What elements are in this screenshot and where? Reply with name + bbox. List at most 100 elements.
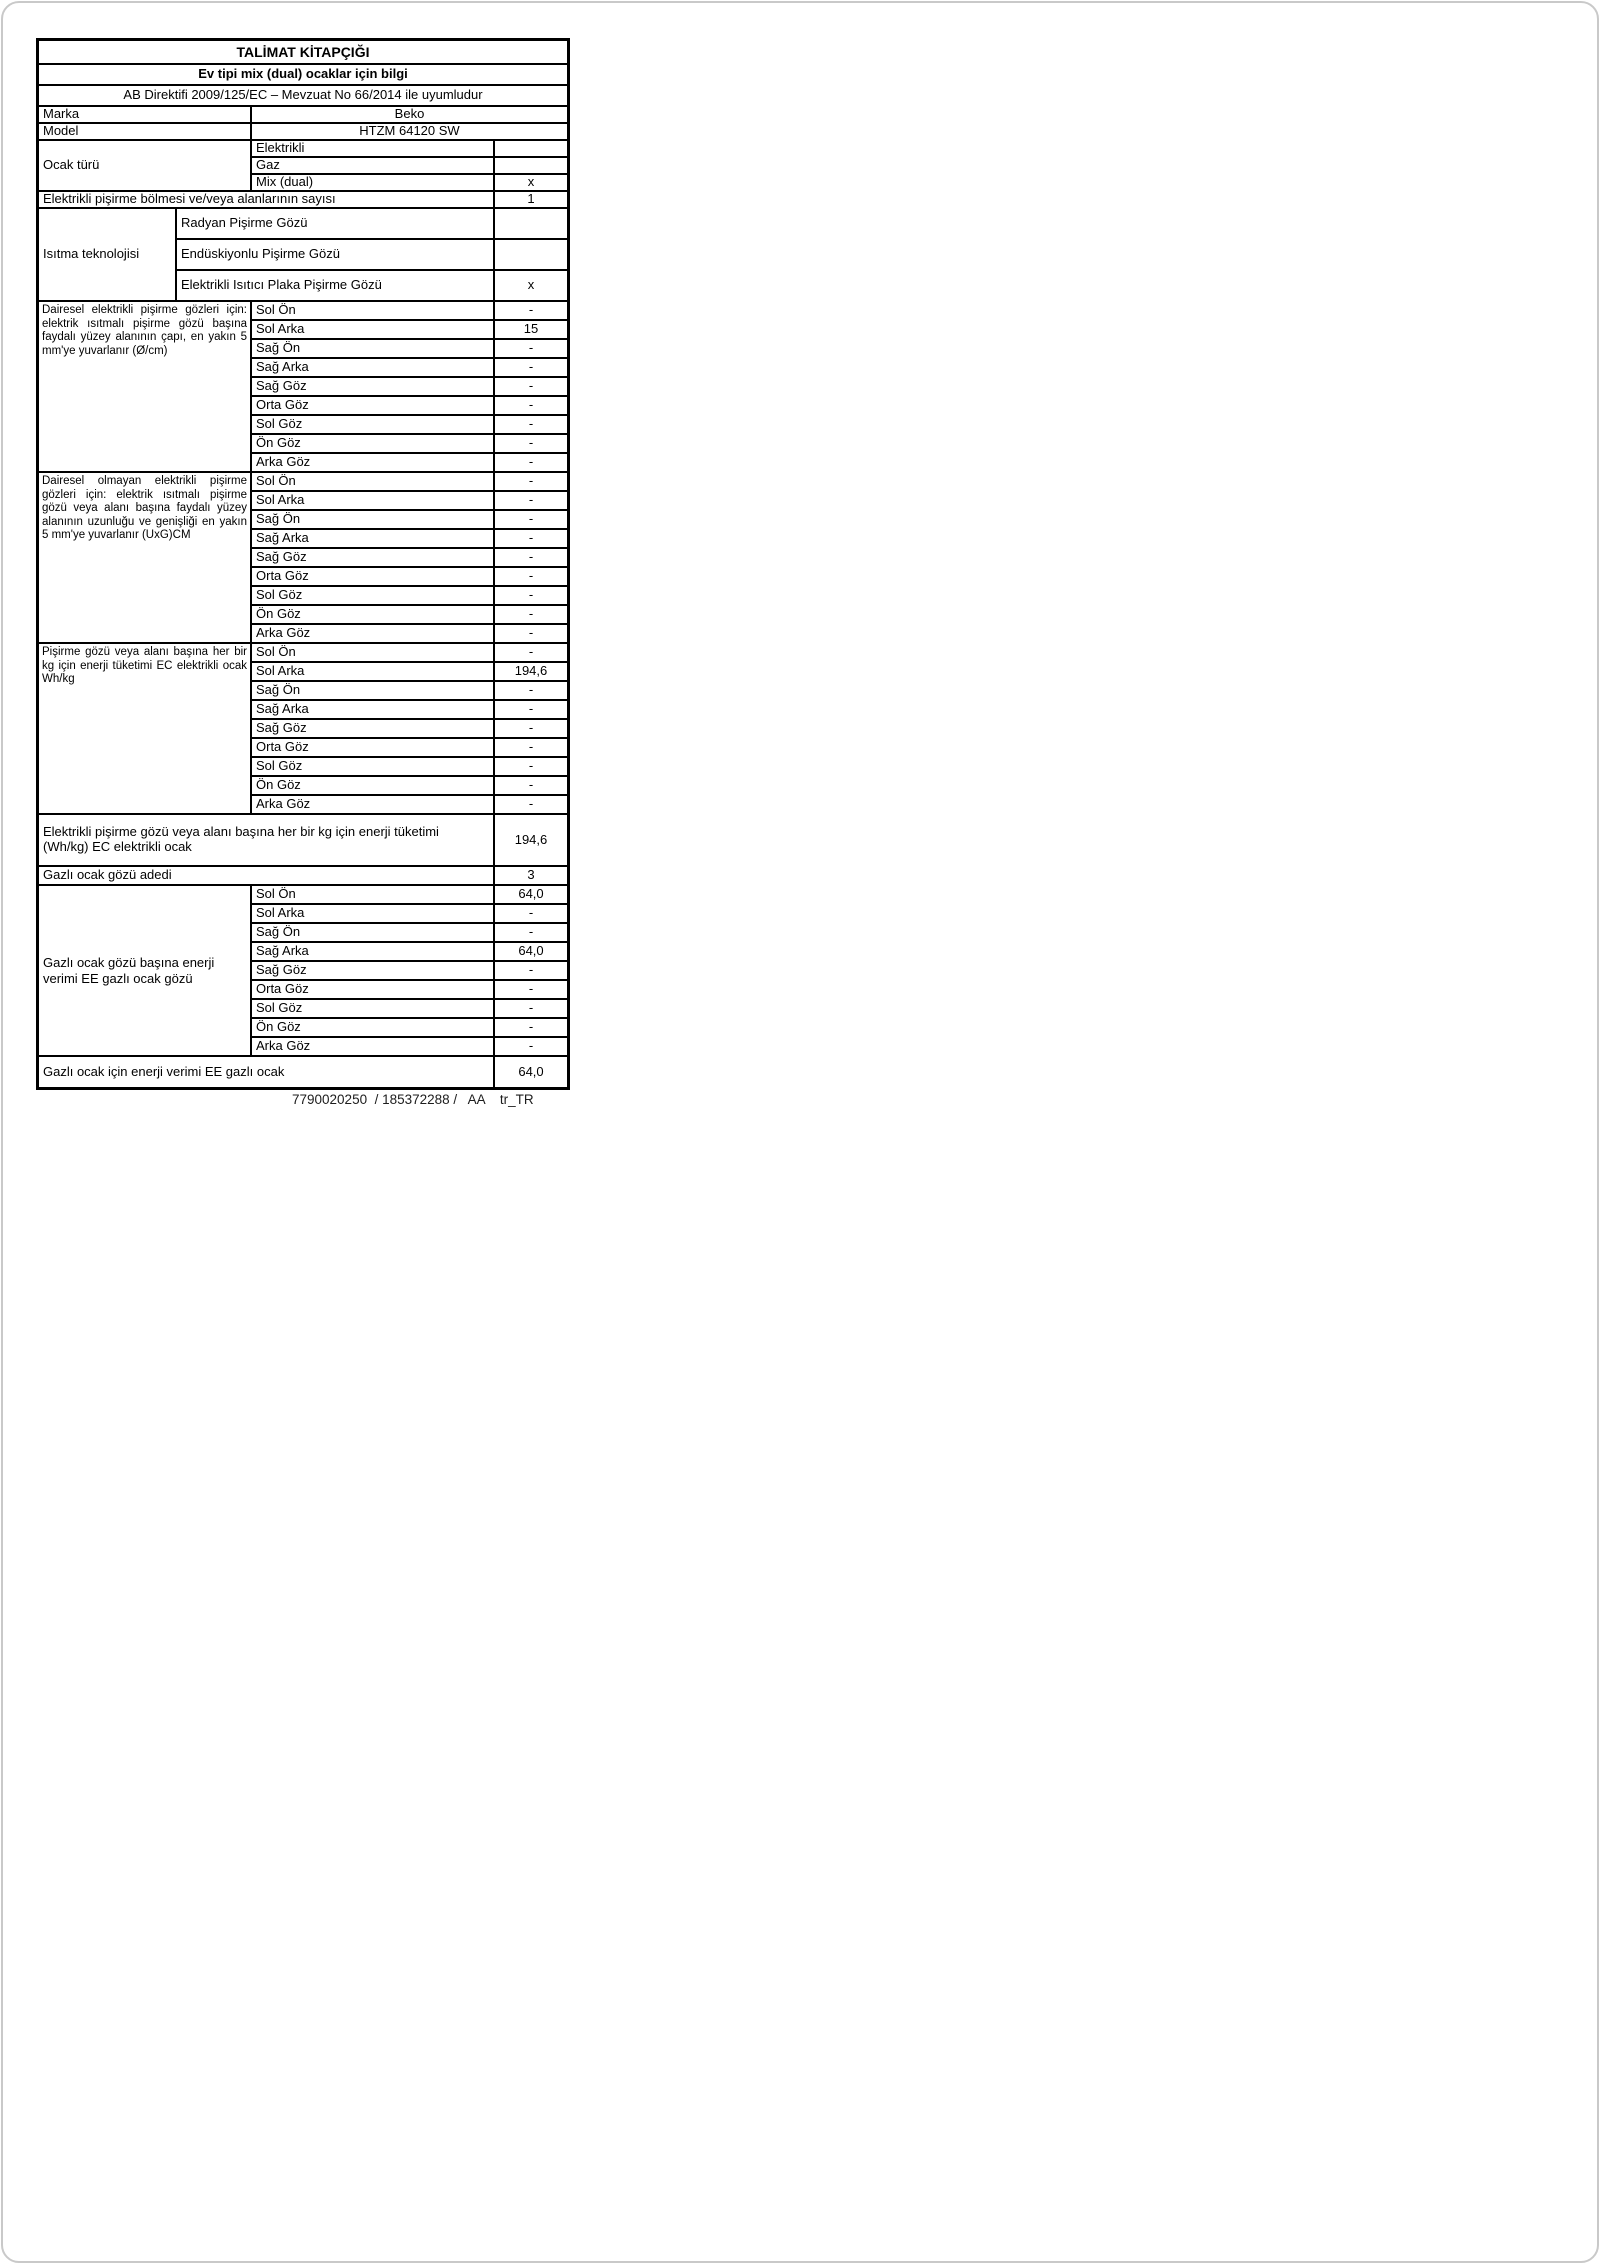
- zone-row: Arka Göz -: [252, 623, 567, 642]
- zone-row: Sol Arka -: [252, 490, 567, 509]
- zone-row: Sol Göz -: [252, 998, 567, 1017]
- gas-efficiency-section: Gazlı ocak gözü başına enerji verimi EE …: [39, 884, 567, 1055]
- product-fiche-table: TALİMAT KİTAPÇIĞI Ev tipi mix (dual) oca…: [36, 38, 570, 1090]
- zone-value: -: [493, 758, 567, 775]
- zone-label: Sol Arka: [256, 321, 305, 337]
- ec-total-row: Elektrikli pişirme gözü veya alanı başın…: [39, 813, 567, 865]
- zone-row: Sol Göz -: [252, 756, 567, 775]
- zone-row: Sağ Ön -: [252, 922, 567, 941]
- zone-row: Sol Ön -: [252, 473, 567, 490]
- zone-value: 15: [493, 321, 567, 338]
- zone-label: Ön Göz: [256, 1019, 301, 1035]
- model-label: Model: [43, 123, 79, 139]
- zone-row: Sağ Ön -: [252, 338, 567, 357]
- energy-per-zone-section: Pişirme gözü veya alanı başına her bir k…: [39, 642, 567, 813]
- zone-row: Orta Göz -: [252, 737, 567, 756]
- heating-tech-row-label: Elektrikli Isıtıcı Plaka Pişirme Gözü: [181, 277, 382, 293]
- zone-row: Sağ Göz -: [252, 718, 567, 737]
- zone-row: Sağ Göz -: [252, 960, 567, 979]
- zone-value: 64,0: [493, 886, 567, 903]
- zone-value: -: [493, 511, 567, 528]
- ec-total-value: 194,6: [493, 815, 567, 865]
- zone-value: -: [493, 359, 567, 376]
- zone-value: -: [493, 454, 567, 471]
- zone-value: -: [493, 981, 567, 998]
- heating-tech-row-value: [493, 240, 567, 269]
- zone-label: Sol Arka: [256, 492, 305, 508]
- zone-label: Ön Göz: [256, 435, 301, 451]
- zone-value: -: [493, 644, 567, 661]
- zone-value: -: [493, 1000, 567, 1017]
- zone-value: -: [493, 435, 567, 452]
- zone-label: Sağ Arka: [256, 701, 309, 717]
- heating-tech-row-label: Radyan Pişirme Gözü: [181, 215, 308, 231]
- noncircular-zones-label: Dairesel olmayan elektrikli pişirme gözl…: [42, 475, 247, 542]
- zone-label: Sağ Arka: [256, 943, 309, 959]
- zone-label: Sağ Göz: [256, 549, 307, 565]
- zone-value: 194,6: [493, 663, 567, 680]
- zone-row: Sağ Göz -: [252, 376, 567, 395]
- zone-row: Ön Göz -: [252, 775, 567, 794]
- ec-total-label: Elektrikli pişirme gözü veya alanı başın…: [43, 824, 439, 854]
- hob-type-row-label: Gaz: [256, 157, 280, 173]
- heating-tech-row-value: [493, 209, 567, 238]
- zone-row: Sağ Göz -: [252, 547, 567, 566]
- zone-label: Orta Göz: [256, 568, 309, 584]
- zone-label: Sol Ön: [256, 886, 296, 902]
- zone-value: 64,0: [493, 943, 567, 960]
- gas-efficiency-label: Gazlı ocak gözü başına enerji verimi EE …: [43, 955, 215, 986]
- zone-label: Orta Göz: [256, 981, 309, 997]
- gas-total-label: Gazlı ocak için enerji verimi EE gazlı o…: [43, 1063, 285, 1079]
- zone-row: Arka Göz -: [252, 794, 567, 813]
- zone-row: Sol Göz -: [252, 414, 567, 433]
- heating-tech-row: Elektrikli Isıtıcı Plaka Pişirme Gözü x: [177, 269, 567, 300]
- zone-label: Arka Göz: [256, 796, 311, 812]
- zone-label: Sağ Ön: [256, 340, 301, 356]
- zone-row: Sağ Arka 64,0: [252, 941, 567, 960]
- zone-row: Sol Arka 15: [252, 319, 567, 338]
- brand-value: Beko: [250, 106, 567, 122]
- zone-label: Sol Göz: [256, 416, 303, 432]
- zone-value: -: [493, 416, 567, 433]
- zone-value: -: [493, 606, 567, 623]
- hob-type-row-value: [493, 141, 567, 156]
- electric-zone-count-value: 1: [493, 191, 567, 207]
- zone-label: Orta Göz: [256, 739, 309, 755]
- zone-row: Ön Göz -: [252, 433, 567, 452]
- zone-row: Arka Göz -: [252, 1036, 567, 1055]
- zone-label: Arka Göz: [256, 1038, 311, 1054]
- zone-value: -: [493, 1038, 567, 1055]
- circular-zones-section: Dairesel elektrikli pişirme gözleri için…: [39, 300, 567, 471]
- brand-row: Marka Beko: [39, 105, 567, 122]
- zone-value: -: [493, 302, 567, 319]
- hob-type-row: Mix (dual) x: [252, 173, 567, 190]
- noncircular-zones-section: Dairesel olmayan elektrikli pişirme gözl…: [39, 471, 567, 642]
- zone-label: Sol Göz: [256, 587, 303, 603]
- doc-title: TALİMAT KİTAPÇIĞI: [236, 43, 370, 60]
- zone-value: -: [493, 1019, 567, 1036]
- heating-tech-row: Endüskiyonlu Pişirme Gözü: [177, 238, 567, 269]
- circular-zones-label: Dairesel elektrikli pişirme gözleri için…: [42, 304, 247, 357]
- electric-zone-count-label: Elektrikli pişirme bölmesi ve/veya alanl…: [43, 191, 336, 207]
- zone-value: -: [493, 340, 567, 357]
- directive-text: AB Direktifi 2009/125/EC – Mevzuat No 66…: [123, 87, 483, 103]
- zone-value: -: [493, 796, 567, 813]
- zone-value: -: [493, 530, 567, 547]
- noncircular-zones-rows: Sol Ön - Sol Arka - Sağ Ön - Sağ Arka -: [250, 473, 567, 642]
- heating-tech-label: Isıtma teknolojisi: [43, 246, 140, 262]
- zone-value: -: [493, 720, 567, 737]
- gas-burner-count-label: Gazlı ocak gözü adedi: [43, 867, 172, 883]
- zone-label: Sol Göz: [256, 1000, 303, 1016]
- zone-label: Sağ Göz: [256, 962, 307, 978]
- zone-label: Sağ Arka: [256, 359, 309, 375]
- zone-value: -: [493, 587, 567, 604]
- zone-row: Sol Ön -: [252, 644, 567, 661]
- document-code: 7790020250 / 185372288 / AA tr_TR: [292, 1092, 534, 1107]
- zone-value: -: [493, 473, 567, 490]
- gas-burner-count-value: 3: [493, 867, 567, 884]
- heating-tech-section: Isıtma teknolojisi Radyan Pişirme Gözü E…: [39, 207, 567, 300]
- zone-value: -: [493, 625, 567, 642]
- hob-type-row-label: Mix (dual): [256, 174, 314, 190]
- zone-value: -: [493, 682, 567, 699]
- gas-total-row: Gazlı ocak için enerji verimi EE gazlı o…: [39, 1055, 567, 1087]
